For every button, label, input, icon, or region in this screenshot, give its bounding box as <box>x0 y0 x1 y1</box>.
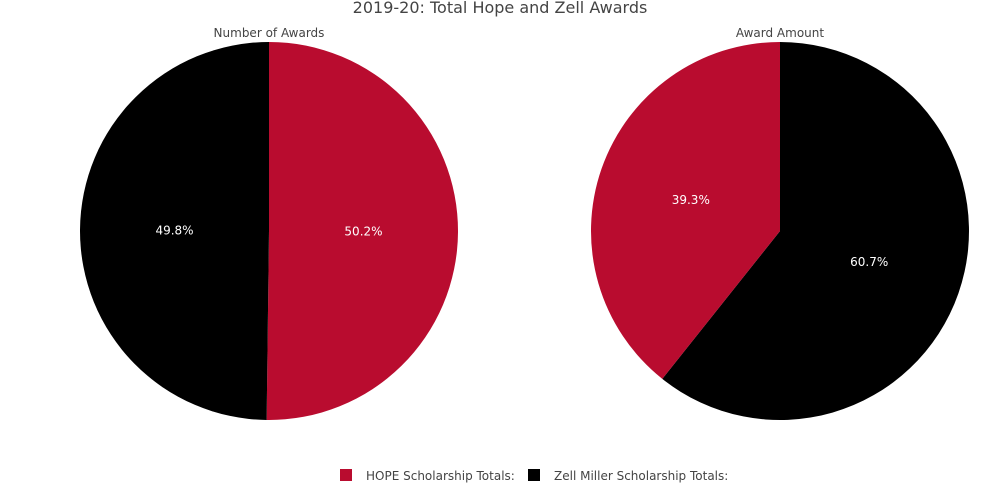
pie-slice-hope-scholarship-totals[interactable] <box>266 42 459 421</box>
pie-award-amount: 60.7% 39.3% <box>591 42 969 421</box>
slice-label-hope-scholarship-totals: 39.3% <box>672 193 710 207</box>
pie-slice-zell-miller-scholarship-totals[interactable] <box>662 42 969 421</box>
legend-swatch-zell[interactable] <box>528 469 540 481</box>
slice-label-zell-miller-scholarship-totals: 49.8% <box>155 223 193 237</box>
legend: HOPE Scholarship Totals: Zell Miller Sch… <box>340 469 728 483</box>
pie-title-award-amount: Award Amount <box>736 26 824 40</box>
legend-label-hope[interactable]: HOPE Scholarship Totals: <box>366 469 515 483</box>
legend-swatch-hope[interactable] <box>340 469 352 481</box>
chart-title: 2019-20: Total Hope and Zell Awards <box>353 0 648 17</box>
pie-title-number-of-awards: Number of Awards <box>214 26 325 40</box>
slice-label-zell-miller-scholarship-totals: 60.7% <box>850 255 888 269</box>
pie-number-of-awards: 50.2% 49.8% <box>80 42 459 421</box>
pie-slice-zell-miller-scholarship-totals[interactable] <box>80 42 269 420</box>
legend-label-zell[interactable]: Zell Miller Scholarship Totals: <box>554 469 728 483</box>
slice-label-hope-scholarship-totals: 50.2% <box>344 225 382 239</box>
pie-slice-hope-scholarship-totals[interactable] <box>591 42 780 379</box>
